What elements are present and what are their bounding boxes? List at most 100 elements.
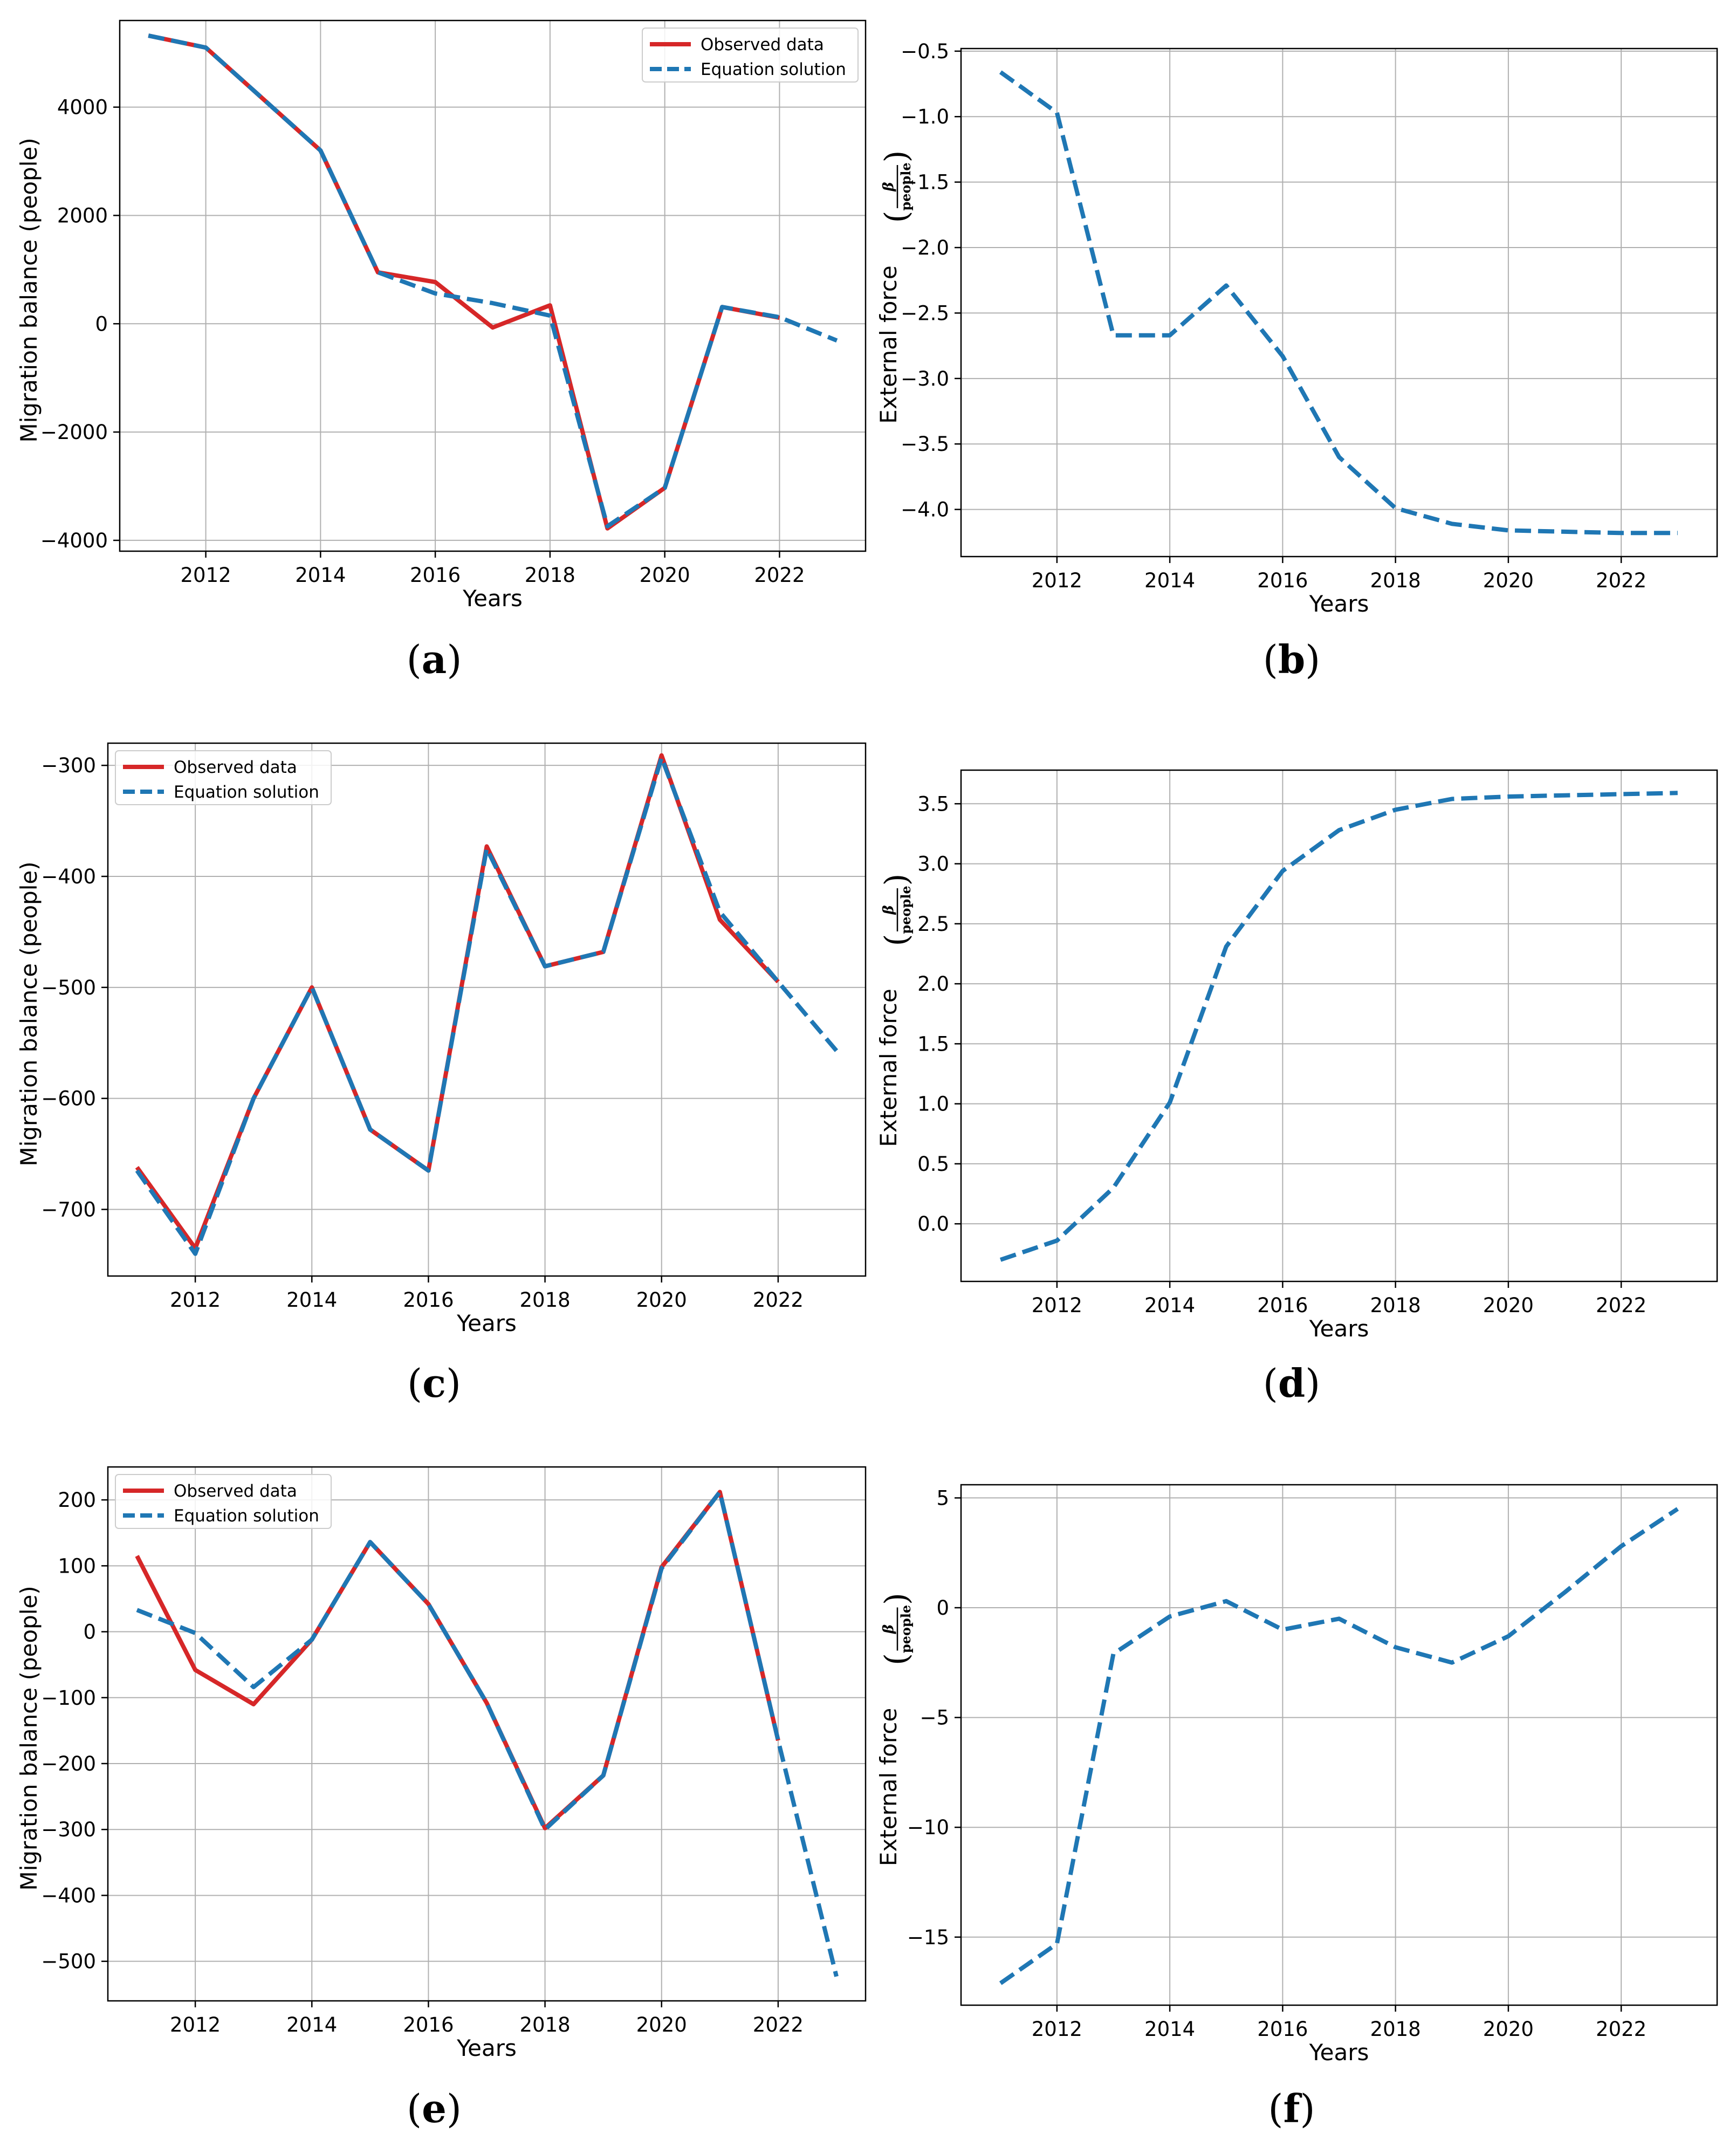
panel-caption-part: e (422, 2086, 447, 2131)
y-tick-label: 0 (936, 1596, 949, 1620)
y-axis-unit-fraction: () β people (878, 150, 915, 223)
legend-label: Equation solution (174, 1506, 319, 1526)
x-tick-label: 2020 (1483, 1294, 1534, 1317)
y-tick-label: −200 (41, 1752, 96, 1775)
legend-box (115, 750, 332, 805)
y-tick-label: 0.0 (917, 1212, 949, 1236)
y-tick-label: 2.5 (917, 913, 949, 936)
y-tick-label: 5 (936, 1486, 949, 1510)
panel-caption-e: (e) (407, 2086, 462, 2131)
series-line-equation-solution (999, 70, 1678, 536)
y-tick-label: 1.5 (917, 1032, 949, 1055)
y-tick-label: 200 (58, 1489, 96, 1512)
y-tick-label: 100 (58, 1554, 96, 1578)
panel-caption-part: ) (447, 2086, 462, 2131)
plot-frame (960, 769, 1718, 1282)
x-tick-label: 2016 (410, 564, 461, 587)
panel-caption-a: (a) (407, 636, 462, 682)
right-paren: ) (878, 1593, 915, 1605)
x-tick-label: 2020 (640, 564, 690, 587)
x-tick-label: 2016 (1257, 569, 1308, 592)
x-tick-label: 2020 (636, 2013, 687, 2036)
series-line-equation-solution (148, 33, 838, 529)
left-paren: ( (878, 934, 915, 947)
x-axis-label: Years (1309, 1315, 1369, 1342)
plot-frame (960, 1484, 1718, 2006)
y-tick-label: −400 (41, 865, 96, 888)
panel-caption-part: ( (407, 637, 422, 682)
y-tick-label: −100 (41, 1686, 96, 1710)
panel-caption-part: c (422, 1360, 446, 1406)
y-axis-label: External force (875, 265, 902, 423)
x-tick-label: 2018 (1370, 1294, 1421, 1317)
panel-caption-part: ) (446, 1361, 461, 1406)
y-tick-label: −1.5 (901, 171, 949, 194)
y-tick-label: −300 (41, 1818, 96, 1841)
legend-label: Observed data (174, 758, 297, 777)
fraction-numerator: β (881, 182, 897, 191)
series-line-equation-solution (136, 1490, 839, 1977)
chart-panel-f: 2012 2014 2016 2018 2020 2022 −15 −10 −5 0 5 Years E… (875, 1484, 1718, 2066)
fraction-denominator: people (898, 1605, 914, 1653)
panel-caption-part: ) (1305, 637, 1320, 682)
legend: Observed data Equation solution (115, 1474, 332, 1529)
y-tick-label: −3.5 (901, 433, 949, 456)
y-tick-label: −4.0 (901, 498, 949, 522)
panel-caption-part: a (422, 636, 447, 682)
x-tick-label: 2018 (1370, 569, 1421, 592)
y-axis-label: External force (875, 1708, 902, 1866)
panel-caption-b: (b) (1263, 636, 1321, 682)
panel-caption-part: ( (407, 1361, 422, 1406)
x-tick-label: 2018 (1370, 2018, 1421, 2041)
y-tick-label: −400 (41, 1884, 96, 1907)
panel-caption-part: ( (1263, 1361, 1278, 1406)
y-tick-label: −0.5 (901, 40, 949, 63)
legend: Observed data Equation solution (115, 750, 332, 805)
x-tick-label: 2022 (753, 2013, 804, 2036)
y-tick-label: −4000 (40, 529, 108, 552)
legend-label: Equation solution (701, 60, 846, 79)
fraction-numerator: β (881, 905, 897, 915)
legend-box (642, 28, 859, 83)
y-tick-label: −3.0 (901, 367, 949, 390)
y-tick-label: −2.5 (901, 301, 949, 325)
y-axis-label: Migration balance (people) (16, 1586, 42, 1890)
y-axis-unit-fraction: () β people (878, 1593, 915, 1665)
x-tick-label: 2016 (403, 1288, 454, 1312)
panel-caption-part: f (1284, 2086, 1302, 2131)
legend: Observed data Equation solution (642, 28, 859, 83)
panel-caption-part: ( (407, 2086, 422, 2131)
x-tick-label: 2014 (286, 1288, 337, 1312)
chart-panel-b: 2012 2014 2016 2018 2020 2022 −4.0 −3.5 −3.0 −2.5… (875, 40, 1718, 617)
x-tick-label: 2016 (403, 2013, 454, 2036)
x-tick-label: 2014 (295, 564, 346, 587)
x-tick-label: 2014 (1144, 569, 1195, 592)
x-axis-label: Years (1309, 591, 1369, 617)
x-tick-label: 2022 (1596, 569, 1646, 592)
y-tick-label: 1.0 (917, 1093, 949, 1116)
chart-panel-e: 2012 2014 2016 2018 2020 2022 −500 −400 −300 −200… (16, 1466, 867, 2061)
panel-caption-part: ( (1268, 2086, 1283, 2131)
x-tick-label: 2018 (525, 564, 575, 587)
y-axis-label: Migration balance (people) (16, 138, 42, 442)
panel-caption-part: d (1278, 1360, 1305, 1406)
x-tick-label: 2012 (1032, 1294, 1082, 1317)
panel-caption-part: b (1278, 636, 1305, 682)
panel-caption-d: (d) (1263, 1360, 1321, 1406)
x-axis-label: Years (1309, 2039, 1369, 2066)
legend-box (115, 1474, 332, 1529)
y-tick-label: −500 (41, 976, 96, 999)
x-tick-label: 2012 (1032, 569, 1082, 592)
y-tick-label: −2000 (40, 421, 108, 444)
x-tick-label: 2022 (1596, 2018, 1646, 2041)
chart-panel-c: 2012 2014 2016 2018 2020 2022 −700 −600 −500 −400… (16, 742, 867, 1336)
panel-caption-part: ( (1263, 637, 1278, 682)
chart-panel-a: 2012 2014 2016 2018 2020 2022 −4000 −2000 0 2000 4… (16, 19, 867, 612)
series-line-equation-solution (999, 1507, 1679, 1985)
y-tick-label: −2.0 (901, 236, 949, 259)
y-axis-label: Migration balance (people) (16, 861, 42, 1166)
left-paren: ( (878, 211, 915, 223)
x-tick-label: 2014 (1144, 1294, 1195, 1317)
